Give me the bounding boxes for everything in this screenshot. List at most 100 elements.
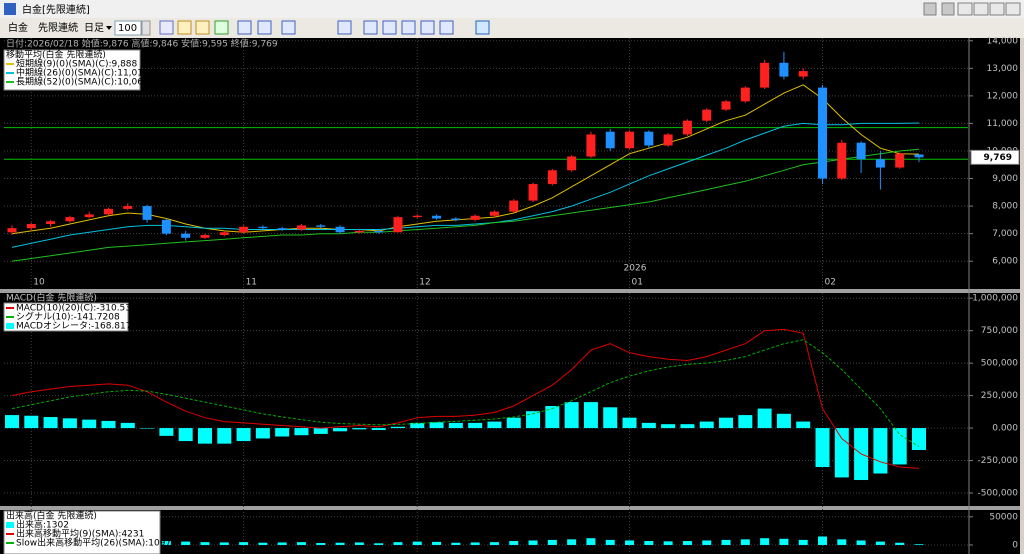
bar: [526, 411, 541, 429]
candle-body: [760, 62, 770, 88]
tool-icon[interactable]: [439, 20, 454, 35]
tool-icon[interactable]: [214, 20, 229, 35]
bar: [410, 422, 425, 429]
bar: [101, 420, 116, 429]
candle-body: [625, 131, 635, 149]
bar: [719, 417, 734, 429]
last-price-box: [970, 149, 1020, 165]
candle-body: [219, 232, 229, 236]
candle-body: [528, 184, 538, 201]
refresh-icon[interactable]: [475, 20, 490, 35]
y-tick-label: 7,000: [992, 229, 1018, 239]
candle-body: [586, 134, 596, 157]
tool-icon[interactable]: [237, 20, 252, 35]
tool-button[interactable]: [941, 2, 955, 16]
bar: [200, 542, 210, 545]
spin-button[interactable]: [141, 20, 151, 36]
bar: [432, 541, 442, 545]
y-tick-label: 750,000: [981, 326, 1018, 336]
candle-body: [412, 215, 422, 218]
bar: [506, 417, 521, 429]
bar: [371, 428, 386, 431]
legend-label: 出来高:1302: [16, 519, 69, 531]
bar: [316, 543, 326, 545]
tool-icon[interactable]: [257, 20, 272, 35]
candle-body: [432, 215, 442, 219]
y-tick-label: -250,000: [978, 456, 1019, 466]
bar: [528, 540, 538, 545]
bar: [181, 541, 191, 545]
tool-icon[interactable]: [159, 20, 174, 35]
candle-body: [123, 206, 133, 209]
ohlc-info: 日付:2026/02/18 始値:9,876 高値:9,846 安値:9,595…: [6, 38, 278, 50]
bar: [275, 428, 290, 437]
tool-icon[interactable]: [337, 20, 352, 35]
tool-icon[interactable]: [177, 20, 192, 35]
y-tick-label: 9,000: [992, 174, 1018, 184]
x-tick-label: 12: [419, 278, 430, 288]
candle-body: [895, 153, 905, 168]
tool-icon[interactable]: [401, 20, 416, 35]
bar: [875, 541, 885, 545]
tool-icon[interactable]: [382, 20, 397, 35]
legend-label: 短期線(9)(0)(SMA)(C):9,888: [16, 58, 138, 70]
candle-body: [837, 142, 847, 179]
bar: [354, 542, 364, 545]
tool-icon[interactable]: [195, 20, 210, 35]
bar: [24, 415, 39, 429]
series-line: [11, 339, 920, 447]
candle-body: [161, 219, 171, 234]
bar: [374, 543, 384, 545]
dropdown-arrow[interactable]: [106, 26, 112, 30]
candle-body: [142, 206, 152, 220]
tool-icon[interactable]: [281, 20, 296, 35]
candle-body: [7, 228, 17, 233]
minimize-button[interactable]: [973, 2, 989, 16]
bar: [622, 417, 637, 429]
bar: [159, 428, 174, 436]
maximize-button[interactable]: [989, 2, 1005, 16]
period-select[interactable]: 日足: [84, 22, 104, 34]
bar: [796, 421, 811, 429]
tool-icon[interactable]: [420, 20, 435, 35]
legend-label: Slow出来高移動平均(26)(SMA):10975: [16, 537, 177, 549]
candle-body: [798, 71, 808, 77]
symbol-label[interactable]: 白金: [8, 21, 28, 34]
toolbar: [0, 18, 1024, 38]
candle-body: [547, 170, 557, 185]
bar: [682, 541, 692, 545]
candle-body: [103, 208, 113, 215]
count-value[interactable]: 100: [118, 23, 137, 34]
candle-body: [663, 134, 673, 146]
bar: [815, 428, 830, 468]
bar: [239, 542, 249, 545]
app-icon: [4, 3, 16, 15]
pin-button[interactable]: [957, 2, 973, 16]
tool-button[interactable]: [923, 2, 937, 16]
bar: [468, 422, 483, 429]
bar: [258, 542, 268, 545]
legend-label: 中期線(26)(0)(SMA)(C):11,014: [16, 67, 149, 79]
bar: [412, 541, 422, 545]
count-input[interactable]: [114, 20, 142, 36]
candle-body: [239, 226, 249, 233]
candle-body: [335, 226, 345, 233]
bar: [82, 419, 97, 429]
y-tick-label: 12,000: [987, 91, 1019, 101]
candle-body: [567, 156, 577, 171]
legend-title: MACD(白金 先限連続): [6, 292, 97, 304]
bar: [545, 405, 560, 429]
series-line: [11, 148, 920, 262]
bar: [393, 542, 403, 545]
close-button[interactable]: [1005, 2, 1021, 16]
y-tick-label: 250,000: [981, 391, 1018, 401]
candle-body: [451, 218, 461, 220]
tool-icon[interactable]: [363, 20, 378, 35]
contract-label[interactable]: 先限連続: [38, 21, 78, 34]
bar: [892, 428, 907, 465]
x-tick-label: 01: [632, 278, 643, 288]
bar: [605, 539, 615, 545]
x-tick-label: 11: [246, 278, 257, 288]
